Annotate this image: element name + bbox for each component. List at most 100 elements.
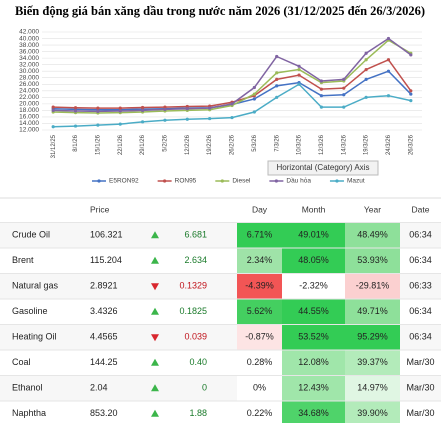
point bbox=[319, 94, 324, 98]
x-tick-label: 5/3/26 bbox=[252, 134, 258, 151]
month-cell: 12.08% bbox=[298, 357, 329, 367]
cell-bg bbox=[237, 223, 282, 248]
price: 106.321 bbox=[90, 230, 123, 240]
point bbox=[252, 110, 256, 114]
x-tick-label: 24/3/26 bbox=[386, 134, 392, 155]
day-cell: -4.39% bbox=[245, 281, 274, 291]
date-cell: 06:34 bbox=[409, 332, 432, 342]
cell-bg bbox=[237, 401, 282, 423]
x-tick-label: 7/3/26 bbox=[274, 134, 280, 151]
cell-bg bbox=[282, 350, 345, 375]
year-cell: 39.37% bbox=[357, 357, 388, 367]
x-tick-label: 26/2/26 bbox=[230, 134, 236, 155]
y-tick-label: 32.000 bbox=[19, 61, 39, 68]
y-tick-label: 20.000 bbox=[19, 101, 39, 108]
x-tick-label: 12/3/26 bbox=[319, 134, 325, 155]
point bbox=[275, 84, 279, 88]
x-tick-label: 8/1/26 bbox=[73, 134, 79, 151]
point bbox=[386, 58, 391, 62]
point bbox=[163, 118, 167, 122]
cell-bg bbox=[237, 376, 282, 401]
x-tick-label: 10/3/26 bbox=[297, 134, 303, 155]
legend-marker bbox=[335, 179, 339, 183]
cell-bg bbox=[237, 299, 282, 324]
point bbox=[185, 104, 189, 109]
chart-title: Biến động giá bán xăng dầu trong nước nă… bbox=[15, 4, 425, 18]
date-cell: 06:34 bbox=[409, 255, 432, 265]
point bbox=[73, 109, 78, 113]
point bbox=[252, 85, 256, 90]
point bbox=[51, 125, 55, 129]
price: 853.20 bbox=[90, 408, 118, 418]
day-cell: 6.71% bbox=[247, 230, 273, 240]
date-cell: 06:33 bbox=[409, 281, 432, 291]
legend-marker bbox=[274, 179, 278, 183]
point bbox=[364, 58, 368, 62]
row-name: Brent bbox=[12, 255, 34, 265]
point bbox=[275, 54, 279, 59]
legend-label: Diesel bbox=[232, 178, 251, 185]
change: 6.681 bbox=[184, 230, 207, 240]
row-name: Coal bbox=[12, 357, 31, 367]
column-header: Year bbox=[364, 204, 381, 214]
point bbox=[230, 115, 234, 120]
price: 4.4565 bbox=[90, 332, 118, 342]
change: 1.88 bbox=[189, 408, 207, 418]
day-cell: 0.22% bbox=[247, 408, 273, 418]
x-tick-label: 22/1/26 bbox=[118, 134, 124, 155]
point bbox=[208, 116, 212, 121]
y-tick-label: 26.000 bbox=[19, 81, 39, 88]
column-header: Day bbox=[252, 204, 268, 214]
point bbox=[185, 107, 189, 111]
point bbox=[96, 109, 100, 113]
y-tick-label: 42.000 bbox=[19, 29, 39, 36]
month-cell: 12.43% bbox=[298, 383, 329, 393]
legend-marker bbox=[220, 179, 224, 183]
point bbox=[409, 89, 413, 93]
cell-bg bbox=[345, 248, 400, 273]
price: 144.25 bbox=[90, 357, 118, 367]
point bbox=[342, 86, 346, 90]
day-cell: 5.62% bbox=[247, 306, 273, 316]
y-tick-label: 18.000 bbox=[19, 107, 39, 114]
cell-bg bbox=[345, 274, 400, 299]
arrow-down bbox=[151, 283, 159, 291]
month-cell: -2.32% bbox=[299, 281, 328, 291]
cell-bg bbox=[282, 274, 345, 299]
point bbox=[319, 105, 324, 109]
y-tick-label: 34.000 bbox=[19, 55, 39, 62]
y-tick-label: 38.000 bbox=[19, 42, 39, 49]
arrow-up bbox=[151, 307, 159, 315]
cell-bg bbox=[345, 350, 400, 375]
legend-marker bbox=[97, 179, 101, 183]
year-cell: -29.81% bbox=[356, 281, 390, 291]
x-tick-label: 26/3/26 bbox=[408, 134, 414, 155]
cell-bg bbox=[237, 248, 282, 273]
year-cell: 53.93% bbox=[357, 255, 388, 265]
row-name: Crude Oil bbox=[12, 230, 50, 240]
month-cell: 48.05% bbox=[298, 255, 329, 265]
arrow-up bbox=[151, 358, 159, 366]
axis-label-box bbox=[267, 160, 379, 176]
cell-bg bbox=[345, 376, 400, 401]
cell-bg bbox=[345, 299, 400, 324]
point bbox=[163, 105, 167, 109]
cell-bg bbox=[237, 274, 282, 299]
year-cell: 39.90% bbox=[357, 408, 388, 418]
point bbox=[364, 77, 368, 81]
cell-bg bbox=[345, 401, 400, 423]
point bbox=[51, 105, 55, 109]
point bbox=[163, 107, 167, 112]
point bbox=[96, 123, 100, 127]
column-header: Month bbox=[302, 204, 326, 214]
point bbox=[342, 93, 346, 97]
point bbox=[409, 92, 413, 96]
x-tick-label: 15/1/26 bbox=[95, 134, 101, 155]
cell-bg bbox=[345, 325, 400, 350]
x-tick-label: 29/1/26 bbox=[140, 134, 146, 155]
point bbox=[140, 120, 145, 124]
point bbox=[364, 95, 368, 99]
x-tick-label: 31/12/25 bbox=[51, 134, 57, 158]
y-tick-label: 22.000 bbox=[19, 94, 39, 101]
